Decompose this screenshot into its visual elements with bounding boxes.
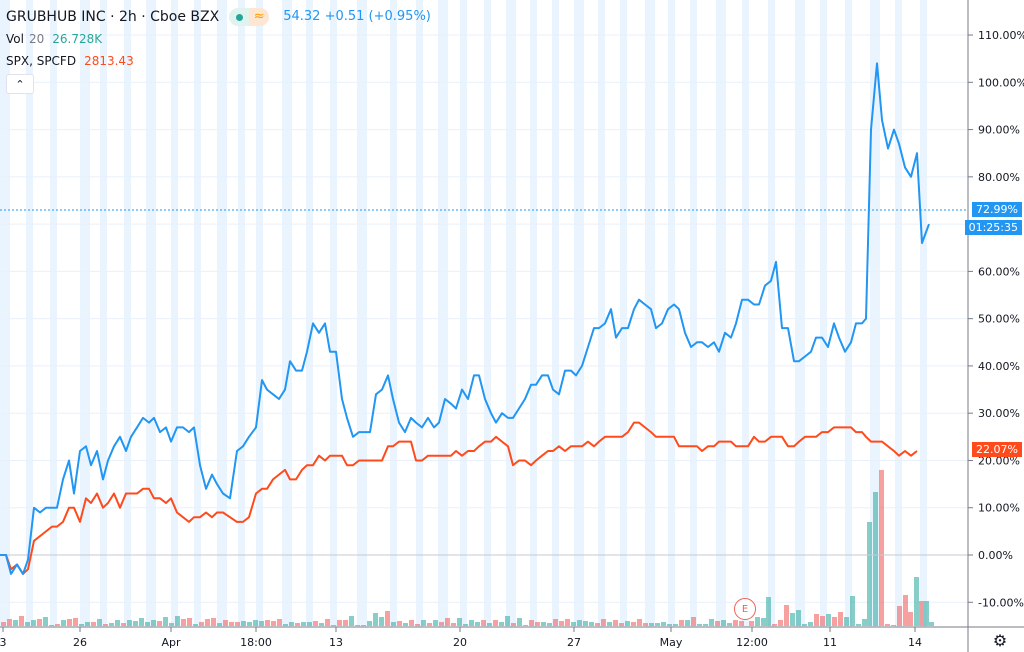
bar-countdown-tag: 01:25:35 [964, 220, 1022, 235]
svg-text:3: 3 [0, 636, 7, 649]
svg-text:-10.00%: -10.00% [978, 596, 1024, 609]
volume-value: 26.728K [52, 32, 103, 46]
volume-bars [1, 470, 934, 626]
compare-symbol-label: SPX, SPCFD [6, 54, 77, 68]
svg-text:May: May [660, 636, 683, 649]
chevron-up-icon: ⌃ [15, 77, 25, 91]
price-axis[interactable]: 110.00% 100.00% 90.00% 80.00% 60.00% 50.00% 40… [968, 29, 1024, 609]
svg-text:10.00%: 10.00% [978, 502, 1020, 515]
volume-length: 20 [28, 32, 45, 46]
svg-text:27: 27 [567, 636, 581, 649]
svg-text:26: 26 [73, 636, 87, 649]
svg-text:30.00%: 30.00% [978, 407, 1020, 420]
svg-text:14: 14 [908, 636, 922, 649]
svg-text:12:00: 12:00 [736, 636, 768, 649]
volume-legend-row[interactable]: Vol 20 26.728K [6, 28, 431, 50]
svg-text:90.00%: 90.00% [978, 124, 1020, 137]
last-price: 54.32 [283, 9, 321, 24]
spx-compare-line [0, 421, 918, 575]
market-open-dot-icon [235, 13, 243, 21]
svg-text:13: 13 [329, 636, 343, 649]
grub-price-line [0, 62, 930, 575]
svg-text:110.00%: 110.00% [978, 29, 1024, 42]
svg-text:11: 11 [823, 636, 837, 649]
svg-text:60.00%: 60.00% [978, 265, 1020, 278]
collapse-legend-button[interactable]: ⌃ [6, 74, 34, 94]
price-change-percent: (+0.95%) [368, 9, 431, 24]
time-axis[interactable]: 3 26 Apr 18:00 13 20 27 May 12:00 11 14 [0, 627, 922, 649]
symbol-title: GRUBHUB INC · 2h · Cboe BZX [6, 9, 220, 25]
gear-icon[interactable]: ⚙ [992, 630, 1008, 650]
svg-text:0.00%: 0.00% [978, 549, 1013, 562]
price-change: +0.51 [324, 9, 365, 24]
earnings-marker[interactable]: E [734, 598, 756, 620]
spx-last-value-tag: 22.07% [972, 442, 1022, 457]
chart-legend: GRUBHUB INC · 2h · Cboe BZX ≈ 54.32 +0.5… [6, 6, 431, 94]
price-quote: 54.32 +0.51 (+0.95%) [283, 6, 431, 28]
svg-text:100.00%: 100.00% [978, 76, 1024, 89]
svg-text:80.00%: 80.00% [978, 171, 1020, 184]
session-bands [0, 0, 927, 627]
svg-text:40.00%: 40.00% [978, 360, 1020, 373]
data-delayed-wave-icon: ≈ [249, 8, 270, 26]
svg-text:20.00%: 20.00% [978, 454, 1020, 467]
compare-legend-row[interactable]: SPX, SPCFD 2813.43 [6, 50, 431, 72]
svg-text:Apr: Apr [161, 636, 181, 649]
svg-text:50.00%: 50.00% [978, 313, 1020, 326]
volume-label: Vol [6, 32, 24, 46]
grub-last-value-tag: 72.99% [972, 202, 1022, 217]
compare-value: 2813.43 [84, 54, 134, 68]
symbol-legend-row[interactable]: GRUBHUB INC · 2h · Cboe BZX ≈ 54.32 +0.5… [6, 6, 431, 28]
market-status-pill[interactable]: ≈ [229, 8, 270, 26]
svg-text:18:00: 18:00 [240, 636, 272, 649]
svg-text:20: 20 [453, 636, 467, 649]
